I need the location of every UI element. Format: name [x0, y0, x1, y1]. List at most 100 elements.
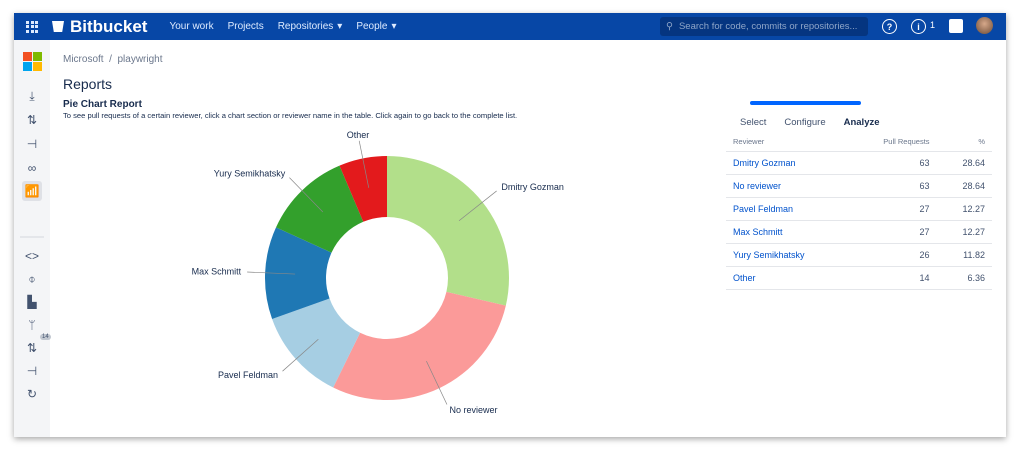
progress-bar: [750, 101, 861, 105]
reviewer-name: No reviewer: [726, 174, 846, 198]
pie-slice[interactable]: [272, 298, 361, 388]
tab-analyze[interactable]: Analyze: [843, 117, 880, 128]
donut-chart: Dmitry Gozman No reviewer Pavel Feldman Max…: [192, 130, 564, 415]
insights-icon[interactable]: ▙: [27, 295, 37, 309]
sidebar: ⤓ ⇅ ⊣ ∞ 📶 <> ⌽ ▙ ᛘ ⇅ 14 ⊣ ↻: [14, 40, 51, 437]
pr-count-badge: 14: [40, 334, 51, 340]
col-pull-requests: Pull Requests: [845, 132, 937, 152]
forks-icon[interactable]: ⊣: [26, 364, 38, 378]
app-switcher-icon[interactable]: [26, 20, 38, 33]
reviewer-link[interactable]: Dmitry Gozman: [733, 157, 796, 168]
compare-icon[interactable]: ∞: [27, 161, 37, 175]
search-input[interactable]: ⚲ Search for code, commits or repositorie…: [660, 17, 868, 36]
col-percent: %: [936, 132, 992, 152]
pull-requests-icon[interactable]: ⇅: [26, 113, 38, 127]
reviewer-name: Pavel Feldman: [726, 197, 846, 221]
label-leader-line: [458, 190, 497, 222]
reviewer-name: Other: [726, 266, 846, 290]
breadcrumb-separator: /: [109, 54, 112, 65]
branches-icon[interactable]: ᛘ: [28, 318, 36, 332]
report-description: To see pull requests of a certain review…: [63, 111, 518, 120]
pie-slice[interactable]: [265, 227, 332, 319]
table-row[interactable]: No reviewer 63 28.64: [726, 174, 992, 198]
reviewer-name: Yury Semikhatsky: [726, 243, 846, 267]
label-leader-line: [358, 140, 370, 188]
nav-your-work[interactable]: Your work: [169, 21, 214, 32]
notes-icon[interactable]: [949, 19, 963, 33]
pull-request-count: 27: [845, 197, 937, 221]
commits-icon[interactable]: ⌽: [28, 271, 36, 286]
microsoft-logo[interactable]: [23, 52, 42, 71]
chevron-down-icon: ▾: [391, 21, 397, 32]
reviewer-name: Max Schmitt: [726, 220, 846, 244]
reviewer-name: Dmitry Gozman: [726, 151, 846, 175]
label-leader-line: [282, 338, 319, 372]
app-window: Bitbucket Your work Projects Repositorie…: [14, 13, 1006, 437]
chevron-down-icon: ▾: [337, 21, 343, 32]
sync-icon[interactable]: ↻: [26, 387, 38, 401]
reports-icon[interactable]: 📶: [22, 181, 42, 201]
percent: 6.36: [936, 266, 992, 290]
reviewer-link[interactable]: Other: [733, 272, 756, 283]
breadcrumb-project[interactable]: Microsoft: [63, 54, 104, 65]
pull-request-count: 27: [845, 220, 937, 244]
nav-people-label: People: [356, 21, 388, 32]
reviewer-link[interactable]: Max Schmitt: [733, 226, 783, 237]
table-row[interactable]: Yury Semikhatsky 26 11.82: [726, 243, 992, 267]
slice-label[interactable]: Pavel Feldman: [218, 370, 278, 380]
slice-label[interactable]: Dmitry Gozman: [501, 182, 564, 192]
pull-request-count: 26: [845, 243, 937, 267]
sidebar-divider: [20, 236, 44, 238]
col-reviewer: Reviewer: [726, 132, 846, 152]
percent: 12.27: [936, 220, 992, 244]
breadcrumb: Microsoft / playwright: [63, 54, 163, 65]
source-icon[interactable]: <>: [24, 249, 39, 263]
reviewer-link[interactable]: No reviewer: [733, 180, 782, 191]
help-icon[interactable]: ?: [882, 19, 897, 34]
search-icon: ⚲: [666, 21, 673, 32]
percent: 28.64: [936, 174, 992, 198]
slice-label[interactable]: Max Schmitt: [192, 267, 242, 277]
slice-label[interactable]: Yury Semikhatsky: [214, 168, 286, 178]
pie-slice[interactable]: [339, 156, 387, 222]
pie-slice[interactable]: [333, 291, 506, 400]
brand-name: Bitbucket: [70, 16, 148, 36]
bucket-icon: [52, 21, 64, 32]
nav-repositories-label: Repositories: [277, 21, 334, 32]
percent: 12.27: [936, 197, 992, 221]
label-leader-line: [289, 177, 324, 213]
avatar[interactable]: [976, 17, 993, 34]
tab-select[interactable]: Select: [740, 117, 767, 128]
reviewer-link[interactable]: Pavel Feldman: [733, 203, 794, 214]
pie-slice[interactable]: [387, 156, 510, 306]
label-leader-line: [426, 360, 448, 405]
reviewer-table: Reviewer Pull Requests % Dmitry Gozman 63…: [726, 132, 992, 290]
slice-label[interactable]: No reviewer: [450, 405, 498, 415]
breadcrumb-repo[interactable]: playwright: [117, 54, 163, 65]
table-row[interactable]: Dmitry Gozman 63 28.64: [726, 151, 992, 175]
table-row[interactable]: Other 14 6.36: [726, 266, 992, 290]
tab-configure[interactable]: Configure: [784, 117, 826, 128]
top-nav: Bitbucket Your work Projects Repositorie…: [14, 13, 1006, 40]
nav-people[interactable]: People ▾: [356, 21, 396, 32]
label-leader-line: [247, 271, 296, 275]
bitbucket-logo[interactable]: Bitbucket: [52, 17, 147, 37]
table-row[interactable]: Pavel Feldman 27 12.27: [726, 197, 992, 221]
wizard-tabs: Select Configure Analyze: [740, 117, 898, 128]
notification-count: 1: [930, 20, 936, 30]
pull-requests-icon[interactable]: ⇅ 14: [26, 334, 51, 355]
nav-projects[interactable]: Projects: [227, 21, 264, 32]
pull-request-count: 63: [845, 151, 937, 175]
pull-request-count: 63: [845, 174, 937, 198]
report-title: Pie Chart Report: [63, 99, 142, 110]
percent: 28.64: [936, 151, 992, 175]
slice-label[interactable]: Other: [347, 130, 370, 140]
page-title: Reports: [63, 76, 113, 92]
clone-icon[interactable]: ⤓: [29, 88, 35, 103]
reviewer-link[interactable]: Yury Semikhatsky: [733, 249, 805, 260]
info-icon[interactable]: i: [911, 19, 926, 34]
search-placeholder: Search for code, commits or repositories…: [678, 21, 858, 32]
branch-icon[interactable]: ⊣: [26, 137, 38, 151]
table-row[interactable]: Max Schmitt 27 12.27: [726, 220, 992, 244]
nav-repositories[interactable]: Repositories ▾: [278, 21, 343, 32]
